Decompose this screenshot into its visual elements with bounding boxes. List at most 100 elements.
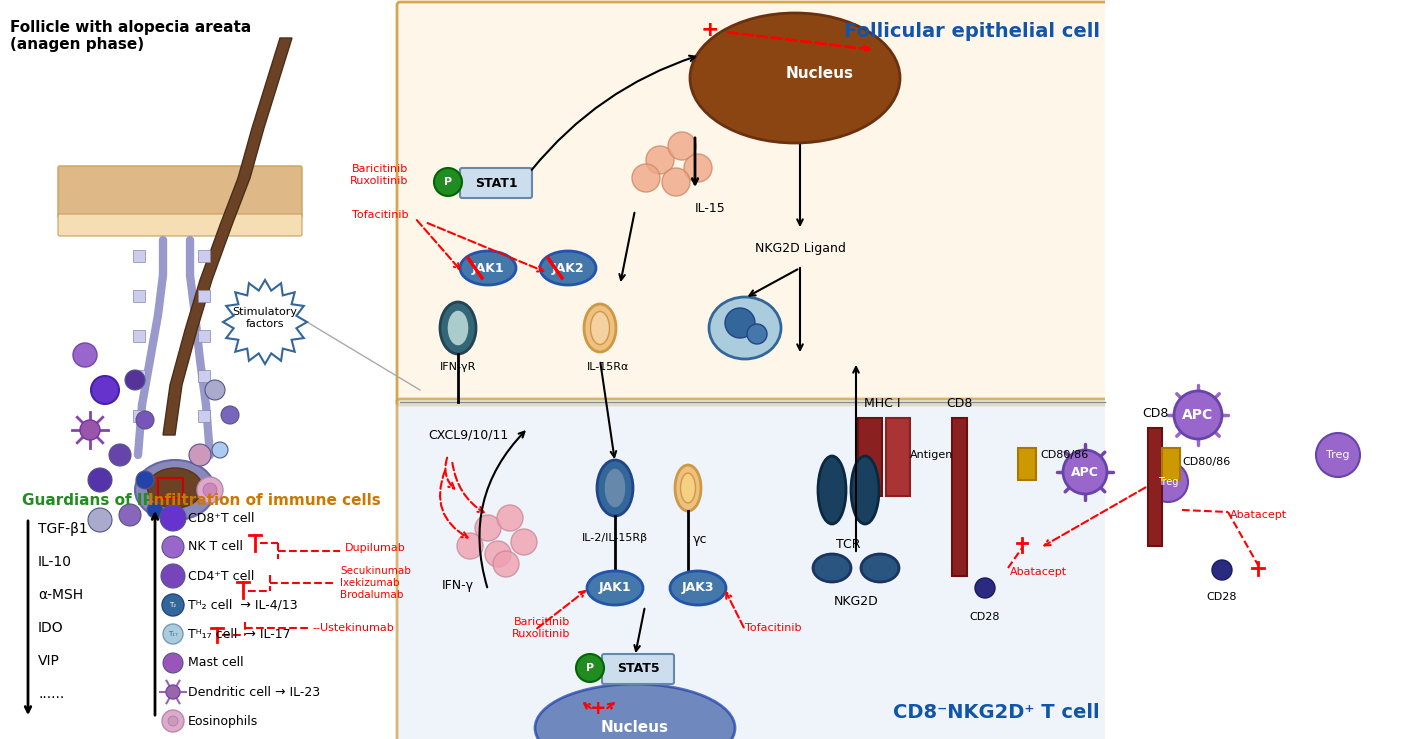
Text: T₂: T₂ <box>169 602 176 608</box>
Text: APC: APC <box>1182 408 1214 422</box>
Ellipse shape <box>587 571 642 605</box>
Circle shape <box>80 420 100 440</box>
Text: JAK3: JAK3 <box>682 582 714 594</box>
Circle shape <box>474 515 501 541</box>
Circle shape <box>647 146 674 174</box>
Text: Follicular epithelial cell: Follicular epithelial cell <box>844 22 1100 41</box>
Text: Dendritic cell → IL-23: Dendritic cell → IL-23 <box>188 686 321 698</box>
Ellipse shape <box>976 578 995 598</box>
Text: IL-15Rα: IL-15Rα <box>587 362 630 372</box>
Bar <box>1018 448 1036 480</box>
Ellipse shape <box>813 554 851 582</box>
Circle shape <box>162 536 184 558</box>
Bar <box>133 290 145 302</box>
Circle shape <box>88 508 112 532</box>
Text: ......: ...... <box>38 687 65 701</box>
Circle shape <box>167 685 179 699</box>
Text: P: P <box>443 177 452 187</box>
Text: IL-2/IL-15Rβ: IL-2/IL-15Rβ <box>582 533 648 543</box>
Text: IFN-γR: IFN-γR <box>439 362 476 372</box>
FancyBboxPatch shape <box>397 399 1108 739</box>
Text: CD80/86: CD80/86 <box>1182 457 1230 467</box>
Bar <box>1162 448 1180 480</box>
Bar <box>158 478 184 498</box>
Circle shape <box>668 132 696 160</box>
Text: IDO: IDO <box>38 621 64 635</box>
Text: JAK1: JAK1 <box>599 582 631 594</box>
Bar <box>858 418 882 496</box>
Ellipse shape <box>535 684 736 739</box>
Circle shape <box>147 502 162 518</box>
Text: Treg: Treg <box>1158 477 1178 487</box>
Bar <box>133 370 145 382</box>
Text: Baricitinib
Ruxolitinib: Baricitinib Ruxolitinib <box>350 164 408 185</box>
Circle shape <box>212 442 227 458</box>
Circle shape <box>457 533 483 559</box>
Bar <box>952 418 967 576</box>
Circle shape <box>205 380 225 400</box>
Circle shape <box>136 411 154 429</box>
Circle shape <box>576 654 604 682</box>
Text: +: + <box>590 698 606 718</box>
Text: CD8⁻NKG2D⁺ T cell: CD8⁻NKG2D⁺ T cell <box>894 703 1100 722</box>
Ellipse shape <box>590 312 610 344</box>
Circle shape <box>747 324 767 344</box>
Text: STAT5: STAT5 <box>617 662 659 675</box>
Circle shape <box>662 168 690 196</box>
Ellipse shape <box>861 554 899 582</box>
Circle shape <box>1063 450 1107 494</box>
Circle shape <box>724 308 755 338</box>
Bar <box>885 418 909 496</box>
Ellipse shape <box>147 468 202 508</box>
Circle shape <box>90 376 119 404</box>
Text: STAT1: STAT1 <box>474 177 517 189</box>
Ellipse shape <box>681 473 696 503</box>
Circle shape <box>73 343 97 367</box>
Circle shape <box>189 444 210 466</box>
Text: APC: APC <box>1072 466 1099 478</box>
Text: P: P <box>586 663 594 673</box>
Ellipse shape <box>1211 560 1233 580</box>
Text: +: + <box>700 20 719 40</box>
Text: IL-15: IL-15 <box>695 202 726 214</box>
Text: CD8: CD8 <box>946 397 973 410</box>
Circle shape <box>493 551 520 577</box>
Ellipse shape <box>851 456 880 524</box>
Text: Tᴴ₁₇ cell  → IL-17: Tᴴ₁₇ cell → IL-17 <box>188 627 291 641</box>
Circle shape <box>88 468 112 492</box>
Text: Mast cell: Mast cell <box>188 656 244 670</box>
Text: IFN-γ: IFN-γ <box>442 579 474 591</box>
Polygon shape <box>223 280 306 364</box>
Text: TGF-β1: TGF-β1 <box>38 522 88 536</box>
Circle shape <box>683 154 712 182</box>
Text: NKG2D: NKG2D <box>833 595 878 608</box>
Text: Abatacept: Abatacept <box>1010 567 1067 577</box>
Ellipse shape <box>585 304 616 352</box>
Bar <box>1148 428 1162 546</box>
Text: Follicle with alopecia areata
(anagen phase): Follicle with alopecia areata (anagen ph… <box>10 20 251 52</box>
Circle shape <box>126 370 145 390</box>
Bar <box>198 330 210 342</box>
Text: Baricitinib
Ruxolitinib: Baricitinib Ruxolitinib <box>511 617 570 638</box>
Circle shape <box>433 168 462 196</box>
Bar <box>0 0 395 739</box>
Ellipse shape <box>136 460 215 520</box>
FancyBboxPatch shape <box>602 654 674 684</box>
Text: Guardians of IP: Guardians of IP <box>23 493 154 508</box>
Ellipse shape <box>539 251 596 285</box>
Bar <box>133 410 145 422</box>
Text: CD80/86: CD80/86 <box>1041 450 1089 460</box>
FancyBboxPatch shape <box>460 168 532 198</box>
Text: VIP: VIP <box>38 654 59 668</box>
Text: CD4⁺T cell: CD4⁺T cell <box>188 570 254 582</box>
FancyBboxPatch shape <box>397 2 1108 405</box>
Text: γc: γc <box>693 533 707 546</box>
Circle shape <box>203 483 217 497</box>
Text: Secukinumab
Ixekizumab
Brodalumab: Secukinumab Ixekizumab Brodalumab <box>340 566 411 599</box>
Text: NK T cell: NK T cell <box>188 540 243 554</box>
Text: Infiltration of immune cells: Infiltration of immune cells <box>148 493 381 508</box>
Circle shape <box>136 471 154 489</box>
Text: Tᴴ₂ cell  → IL-4/13: Tᴴ₂ cell → IL-4/13 <box>188 599 298 611</box>
Ellipse shape <box>675 465 700 511</box>
Text: CD28: CD28 <box>970 612 1000 622</box>
